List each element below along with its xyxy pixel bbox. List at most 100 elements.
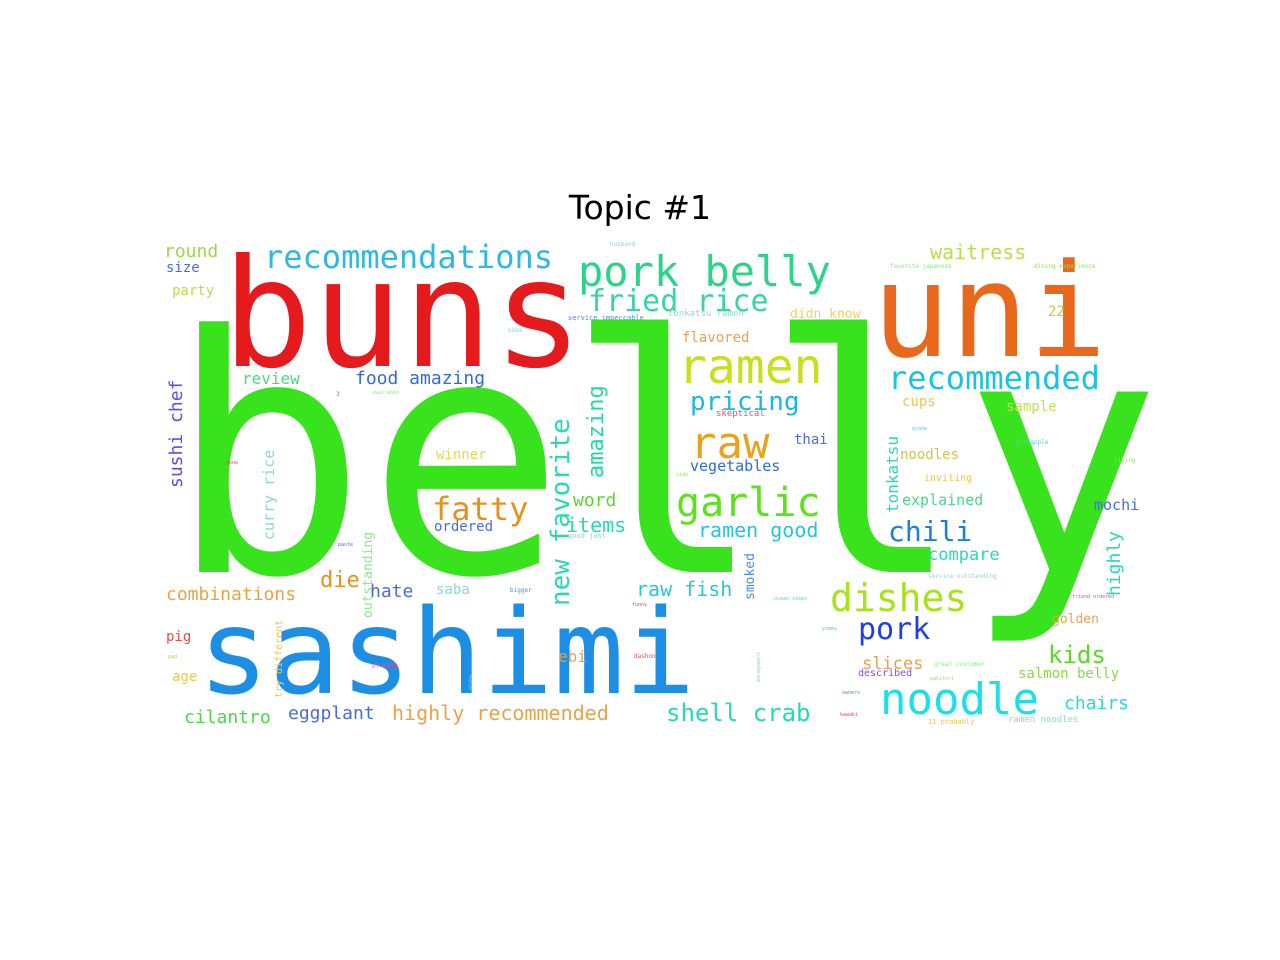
word-yakitori: yakitori bbox=[930, 676, 954, 682]
word-pad: pad bbox=[168, 654, 177, 660]
word-ordered: ordered bbox=[434, 519, 493, 535]
word-pricing: pricing bbox=[690, 387, 800, 417]
word-outstanding: outstanding bbox=[361, 532, 376, 618]
word-tonkatsu: tonkatsu bbox=[883, 436, 902, 513]
word-amazing: amazing bbox=[584, 385, 609, 478]
chart-title: Topic #1 bbox=[568, 188, 712, 227]
word-explained: explained bbox=[902, 491, 983, 509]
word-available: available bbox=[372, 390, 399, 396]
word-husband: husband bbox=[610, 241, 636, 248]
word-pineapple: pineapple bbox=[1016, 439, 1049, 446]
word-word: word bbox=[573, 490, 616, 511]
word-golden: golden bbox=[1052, 612, 1099, 627]
word-items: items bbox=[566, 513, 626, 537]
word-new-favorite: new favorite bbox=[546, 418, 576, 606]
word-grade: grade bbox=[912, 426, 927, 432]
word-vegetables: vegetables bbox=[690, 457, 780, 475]
word-11-probably: 11 probably bbox=[928, 718, 974, 726]
word-described: described bbox=[858, 668, 912, 679]
word-saba: saba bbox=[436, 582, 470, 598]
word-ebi: ebi bbox=[558, 647, 587, 666]
word-great-customer: great customer bbox=[934, 661, 985, 668]
word-size: size bbox=[166, 260, 200, 276]
word-noodles: noodles bbox=[900, 447, 959, 463]
word-smoked: smoked bbox=[743, 553, 758, 600]
word-try-different: try different bbox=[274, 620, 285, 698]
word-dashon: dashon bbox=[634, 653, 656, 660]
word-funny: funny bbox=[632, 602, 647, 608]
word-garlic: garlic bbox=[676, 480, 821, 526]
word-chairs: chairs bbox=[1064, 693, 1129, 714]
word-boba: boba bbox=[508, 327, 523, 334]
word-skeptical: skeptical bbox=[716, 409, 765, 419]
word-side: side bbox=[676, 472, 688, 478]
word-ramen-noodles: ramen noodles bbox=[1008, 715, 1078, 725]
word-service-outstanding: service outstanding bbox=[928, 573, 997, 580]
word-cilantro: cilantro bbox=[184, 707, 271, 728]
word-winner: winner bbox=[436, 447, 487, 463]
word-dining-experience: dining experience bbox=[1034, 263, 1096, 270]
word-noodle: noodle bbox=[880, 674, 1039, 725]
word-tonkatsu-ramen: tonkatsu ramen bbox=[668, 309, 744, 319]
word-bigger: bigger bbox=[510, 587, 532, 594]
word-salmon-belly: salmon belly bbox=[1018, 666, 1119, 682]
word-pork: pork bbox=[858, 612, 930, 647]
word-pig: pig bbox=[166, 629, 191, 645]
word-good-just: good just bbox=[568, 532, 606, 540]
word-ocean-views: ocean views bbox=[774, 596, 807, 602]
word-gone: gone bbox=[226, 460, 238, 466]
word-party: party bbox=[172, 283, 214, 299]
word-fried-rice: fried rice bbox=[588, 284, 769, 319]
word-friend-ordered: friend ordered bbox=[1072, 594, 1114, 600]
word-kids: kids bbox=[1048, 641, 1106, 669]
word-3: 3 bbox=[336, 391, 340, 398]
word-paste: paste bbox=[338, 542, 353, 548]
word-kawaki: kawaki bbox=[840, 712, 858, 718]
word-service-impeccable: service impeccable bbox=[568, 314, 644, 322]
word-raw-fish: raw fish bbox=[636, 577, 732, 601]
word-die: die bbox=[320, 568, 360, 593]
word-playing: playing bbox=[372, 662, 398, 669]
word-highly: highly bbox=[1104, 531, 1125, 596]
word-recommended: recommended bbox=[888, 359, 1100, 397]
word-review: review bbox=[242, 369, 300, 388]
word-dishes: dishes bbox=[830, 576, 967, 620]
word-sushi-chef: sushi chef bbox=[166, 380, 187, 488]
word-fatty: fatty bbox=[432, 490, 528, 528]
word-round: round bbox=[164, 241, 218, 262]
word-22: 22 bbox=[1048, 304, 1065, 320]
word-flavored: flavored bbox=[682, 330, 749, 346]
word-yummy: yummy bbox=[822, 626, 837, 632]
word-cups: cups bbox=[902, 394, 936, 410]
word-sample: sample bbox=[1006, 399, 1057, 415]
word-buns: buns bbox=[222, 228, 583, 402]
word-inviting: inviting bbox=[924, 473, 972, 484]
word-mochi: mochi bbox=[1094, 496, 1139, 514]
word-management: management bbox=[756, 652, 762, 682]
word-favorite-japanese: favorite japanese bbox=[890, 263, 952, 270]
word-uni: uni bbox=[872, 235, 1107, 387]
word-belly: belly bbox=[168, 266, 1161, 650]
word-combinations: combinations bbox=[166, 584, 296, 605]
word-aloha: aloha bbox=[468, 675, 474, 690]
word-shell-crab: shell crab bbox=[666, 699, 811, 727]
word-raw: raw bbox=[690, 418, 770, 469]
word-thai: thai bbox=[794, 432, 828, 448]
word-sashimi: sashimi bbox=[198, 583, 695, 721]
word-chili: chili bbox=[888, 515, 972, 548]
word-recommendations: recommendations bbox=[264, 238, 553, 276]
word-ramen-good: ramen good bbox=[698, 518, 818, 542]
word-eggplant: eggplant bbox=[288, 703, 375, 724]
word-living: living bbox=[1114, 457, 1136, 464]
word-food-amazing: food amazing bbox=[355, 368, 485, 389]
word-highly-recommended: highly recommended bbox=[392, 701, 609, 725]
word-compare: compare bbox=[928, 545, 1000, 565]
word-pork-belly: pork belly bbox=[578, 247, 831, 296]
word-waitress: waitress bbox=[930, 240, 1026, 264]
word-curry-rice: curry rice bbox=[260, 450, 278, 540]
word-didn-know: didn know bbox=[790, 307, 861, 322]
word-slices: slices bbox=[862, 654, 923, 674]
word-ramen: ramen bbox=[678, 339, 823, 395]
word-hate: hate bbox=[370, 581, 413, 602]
